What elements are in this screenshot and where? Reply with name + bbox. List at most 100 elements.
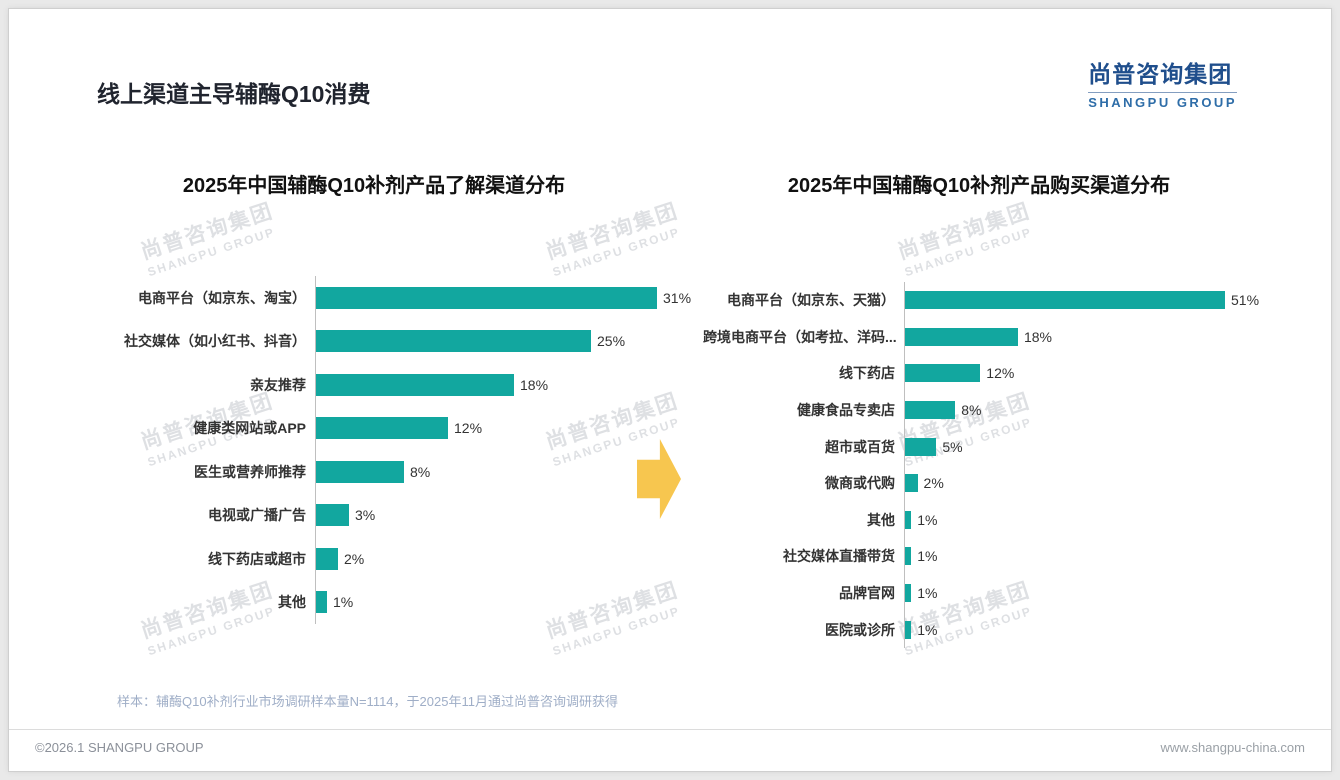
bar-category-label: 医生或营养师推荐 [194, 463, 306, 480]
bar [905, 510, 912, 529]
bar [905, 474, 918, 493]
bar-category-label: 线下药店 [839, 365, 895, 382]
website-url: www.shangpu-china.com [1160, 740, 1305, 755]
bar-row: 健康类网站或APP 12% [91, 406, 657, 450]
sample-note: 样本：辅酶Q10补剂行业市场调研样本量N=1114，于2025年11月通过尚普咨… [117, 694, 618, 709]
bar-row: 社交媒体（如小红书、抖音） 25% [91, 319, 657, 363]
bar-row: 超市或百货 5% [703, 428, 1255, 465]
bar-row: 跨境电商平台（如考拉、洋码... 18% [703, 318, 1255, 356]
bar-category-label: 电视或广播广告 [208, 507, 306, 524]
bar-track: 18% [904, 318, 1255, 356]
bar [316, 504, 349, 527]
bar-value-label: 8% [410, 463, 431, 480]
bar [905, 401, 956, 420]
bar-track: 12% [904, 355, 1255, 392]
bar [905, 547, 912, 566]
bar-track: 1% [904, 574, 1255, 612]
bar-value-label: 25% [597, 333, 626, 350]
bar-track: 8% [904, 391, 1255, 429]
bar-category-label: 健康类网站或APP [193, 420, 306, 437]
bar-track: 18% [315, 363, 657, 407]
bar-category-label: 品牌官网 [839, 585, 895, 602]
copyright-text: ©2026.1 SHANGPU GROUP [35, 740, 204, 755]
bar-track: 2% [904, 464, 1255, 502]
bar-value-label: 51% [1231, 292, 1260, 309]
chart-body-left: 电商平台（如京东、淘宝） 31% 社交媒体（如小红书、抖音） 25% 亲友推荐 18% 健康… [91, 276, 691, 624]
bar-value-label: 3% [355, 507, 376, 524]
bar-value-label: 2% [923, 475, 944, 492]
bar-row: 电视或广播广告 3% [91, 493, 657, 537]
bar-value-label: 18% [520, 376, 549, 393]
bar-category-label: 社交媒体（如小红书、抖音） [124, 333, 306, 350]
bar-track: 25% [315, 319, 657, 363]
bar-row: 电商平台（如京东、淘宝） 31% [91, 276, 691, 320]
bar [905, 291, 1225, 310]
chart-title-right: 2025年中国辅酶Q10补剂产品购买渠道分布 [787, 175, 1171, 197]
bar-row: 线下药店 12% [703, 355, 1255, 392]
bar-value-label: 1% [917, 548, 938, 565]
chart-body-right: 电商平台（如京东、天猫） 51% 跨境电商平台（如考拉、洋码... 18% 线下药店 12… [703, 282, 1259, 648]
bar-value-label: 12% [454, 420, 483, 437]
bar-value-label: 1% [917, 621, 938, 638]
bar-value-label: 8% [961, 402, 982, 419]
bar-value-label: 5% [942, 438, 963, 455]
bar-track: 8% [315, 450, 657, 494]
bar [316, 373, 514, 396]
bar [316, 547, 338, 570]
bar-track: 1% [904, 538, 1255, 575]
brand-logo: 尚普咨询集团 SHANGPU GROUP [1088, 55, 1237, 110]
bar-category-label: 线下药店或超市 [208, 550, 306, 567]
bar [905, 437, 937, 456]
bar-category-label: 电商平台（如京东、天猫） [727, 292, 895, 309]
bar [905, 620, 912, 639]
bar-category-label: 其他 [867, 511, 895, 528]
bar [316, 417, 448, 440]
bar-category-label: 社交媒体直播带货 [783, 548, 895, 565]
bar-track: 31% [315, 276, 691, 320]
bar [905, 327, 1018, 346]
bar [316, 460, 404, 483]
bar-value-label: 31% [663, 289, 692, 306]
bar-row: 品牌官网 1% [703, 574, 1255, 612]
bar-category-label: 亲友推荐 [250, 376, 306, 393]
bar-category-label: 超市或百货 [825, 438, 895, 455]
brand-logo-cn: 尚普咨询集团 [1088, 61, 1233, 87]
bar-track: 51% [904, 282, 1259, 319]
bar-category-label: 医院或诊所 [825, 621, 895, 638]
bar-category-label: 电商平台（如京东、淘宝） [138, 289, 306, 306]
bar-row: 线下药店或超市 2% [91, 537, 657, 581]
bar-row: 微商或代购 2% [703, 464, 1255, 502]
bar-track: 12% [315, 406, 657, 450]
bar-row: 其他 1% [703, 501, 1255, 539]
bar-value-label: 1% [917, 511, 938, 528]
bar-category-label: 微商或代购 [825, 475, 895, 492]
bar [316, 286, 657, 309]
bar-value-label: 2% [344, 550, 365, 567]
bar-track: 1% [904, 501, 1255, 539]
bar-row: 社交媒体直播带货 1% [703, 538, 1255, 575]
logo-divider [1088, 92, 1237, 93]
bar-track: 3% [315, 493, 657, 537]
bar-row: 电商平台（如京东、天猫） 51% [703, 282, 1259, 319]
purchase-channel-chart: 2025年中国辅酶Q10补剂产品购买渠道分布 电商平台（如京东、天猫） 51% 跨境… [703, 169, 1259, 648]
page-title: 线上渠道主导辅酶Q10消费 [97, 81, 371, 107]
slide: 尚普咨询集团 SHANGPU GROUP 尚普咨询集团 SHANGPU GROUP 尚普… [8, 8, 1332, 772]
brand-logo-en: SHANGPU GROUP [1088, 95, 1237, 110]
bar [316, 330, 591, 353]
bar [905, 584, 912, 603]
bar-row: 健康食品专卖店 8% [703, 391, 1255, 429]
bar-row: 医生或营养师推荐 8% [91, 450, 657, 494]
bar [316, 591, 327, 614]
bar-row: 医院或诊所 1% [703, 611, 1255, 648]
bar-value-label: 1% [917, 585, 938, 602]
bar-category-label: 跨境电商平台（如考拉、洋码... [703, 328, 897, 345]
bar-row: 其他 1% [91, 580, 657, 624]
footer: ©2026.1 SHANGPU GROUP www.shangpu-china.… [9, 729, 1331, 771]
bar-value-label: 1% [333, 594, 354, 611]
bar-value-label: 12% [986, 365, 1015, 382]
bar-track: 5% [904, 428, 1255, 465]
chart-title-left: 2025年中国辅酶Q10补剂产品了解渠道分布 [182, 175, 566, 197]
bar-category-label: 其他 [278, 594, 306, 611]
bar-track: 1% [315, 580, 657, 624]
bar-category-label: 健康食品专卖店 [797, 402, 895, 419]
